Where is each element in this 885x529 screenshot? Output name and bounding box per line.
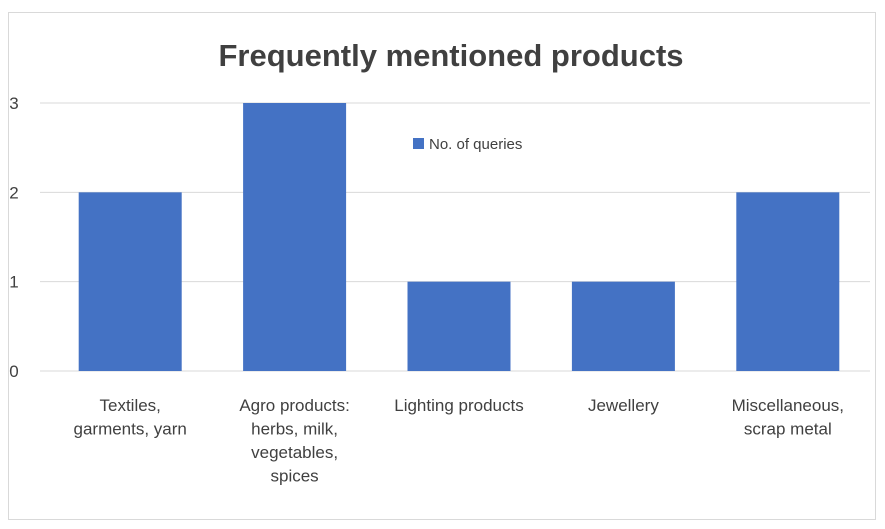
bar-3 bbox=[408, 282, 511, 371]
bar-2 bbox=[243, 103, 346, 371]
category-label-line: scrap metal bbox=[744, 420, 832, 439]
category-label: Textiles, garments, yarn bbox=[74, 396, 187, 439]
category-label: Jewellery bbox=[588, 396, 659, 415]
bar-4 bbox=[572, 282, 675, 371]
category-label-line: Agro products: bbox=[239, 396, 350, 415]
category-label-line: herbs, milk, bbox=[251, 420, 338, 439]
x-axis-labels: Textiles, garments, yarn Agro products: her… bbox=[74, 396, 845, 486]
category-label-line: garments, yarn bbox=[74, 420, 187, 439]
y-tick-label: 1 bbox=[9, 273, 18, 292]
category-label-line: spices bbox=[271, 467, 319, 486]
category-label-line: Lighting products bbox=[394, 396, 523, 415]
legend: No. of queries bbox=[413, 136, 522, 153]
y-tick-label: 0 bbox=[9, 362, 18, 381]
bar-1 bbox=[79, 192, 182, 371]
y-axis-ticks: 0 1 2 3 bbox=[9, 94, 18, 381]
category-label-line: Textiles, bbox=[99, 396, 160, 415]
y-tick-label: 3 bbox=[9, 94, 18, 113]
category-label: Miscellaneous, scrap metal bbox=[732, 396, 844, 439]
legend-swatch bbox=[413, 138, 424, 149]
bar-5 bbox=[736, 192, 839, 371]
legend-label: No. of queries bbox=[429, 136, 522, 153]
category-label-line: Jewellery bbox=[588, 396, 659, 415]
category-label-line: vegetables, bbox=[251, 443, 338, 462]
category-label: Lighting products bbox=[394, 396, 523, 415]
category-label-line: Miscellaneous, bbox=[732, 396, 844, 415]
category-label: Agro products: herbs, milk, vegetables, spi… bbox=[239, 396, 350, 486]
y-tick-label: 2 bbox=[9, 183, 18, 202]
chart-title: Frequently mentioned products bbox=[218, 38, 683, 73]
